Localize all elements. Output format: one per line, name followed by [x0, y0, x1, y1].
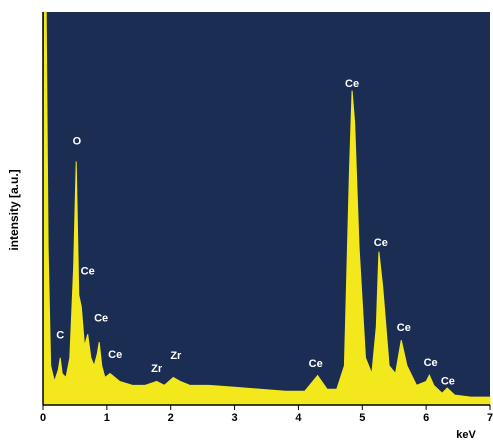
- x-tick-label: 3: [232, 412, 238, 424]
- plot-background: [43, 12, 490, 405]
- y-axis-label: intensity [a.u.]: [7, 169, 21, 250]
- peak-label: Ce: [108, 349, 122, 361]
- peak-label: Ce: [424, 357, 438, 369]
- peak-label: Ce: [345, 78, 359, 90]
- x-tick-label: 0: [40, 412, 46, 424]
- peak-label: Ce: [441, 376, 455, 388]
- x-tick-label: 4: [295, 412, 302, 424]
- peak-label: Zr: [151, 363, 163, 375]
- peak-label: Ce: [309, 358, 323, 370]
- peak-label: Ce: [81, 265, 95, 277]
- x-axis-label: keV: [456, 429, 476, 441]
- peak-label: Zr: [170, 350, 182, 362]
- x-tick-label: 2: [168, 412, 174, 424]
- x-tick-label: 1: [104, 412, 110, 424]
- peak-label: O: [73, 136, 82, 148]
- peak-label: C: [56, 330, 64, 342]
- spectrum: [42, 11, 491, 406]
- peak-label: Ce: [94, 312, 108, 324]
- peak-label: Ce: [374, 237, 388, 249]
- x-tick-label: 5: [359, 412, 365, 424]
- peak-label: Ce: [397, 322, 411, 334]
- x-tick-label: 7: [487, 412, 493, 424]
- x-tick-label: 6: [423, 412, 429, 424]
